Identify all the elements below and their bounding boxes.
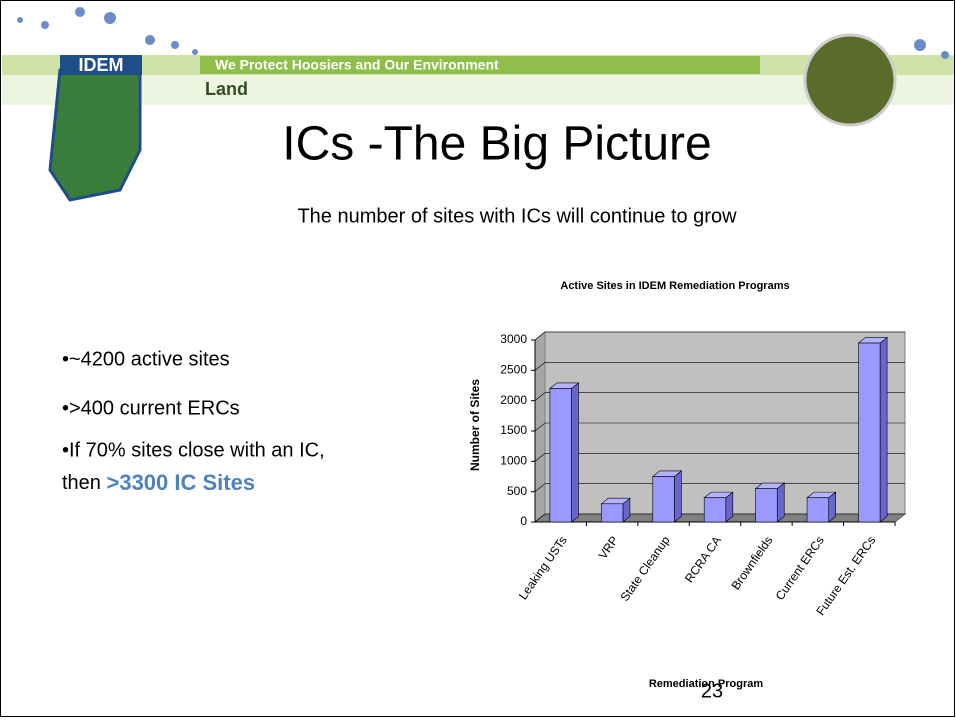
y-tick-label: 2000 xyxy=(500,393,527,407)
chart-title: Active Sites in IDEM Remediation Program… xyxy=(560,280,789,292)
bar xyxy=(652,476,675,523)
y-tick-label: 1000 xyxy=(500,454,527,468)
slide-title: ICs -The Big Picture xyxy=(282,118,711,171)
bullet: •>400 current ERCs xyxy=(62,397,240,419)
bar-side xyxy=(674,470,682,523)
bar xyxy=(755,488,778,523)
y-axis-label: Number of Sites xyxy=(468,379,482,471)
bar-side xyxy=(776,482,785,523)
bar xyxy=(858,342,881,523)
grid-line xyxy=(534,422,905,432)
x-axis-label: Remediation Program xyxy=(649,678,764,690)
y-tick-label: 0 xyxy=(520,514,527,528)
bullet: •If 70% sites close with an IC, xyxy=(62,439,325,461)
fern-photo xyxy=(803,33,897,127)
y-tick-label: 2500 xyxy=(500,363,527,377)
grid-line xyxy=(534,453,905,462)
y-tick-label: 500 xyxy=(507,484,527,498)
section: Land xyxy=(205,79,248,99)
grid-line xyxy=(534,513,905,523)
bar xyxy=(703,497,727,523)
bar-side xyxy=(571,382,579,523)
y-tick-label: 1500 xyxy=(500,423,527,437)
bar xyxy=(601,503,624,523)
bullet: •~4200 active sites xyxy=(62,348,230,370)
tagline: We Protect Hoosiers and Our Environment xyxy=(215,57,499,73)
logo-text: IDEM xyxy=(79,55,124,75)
page-number: 23 xyxy=(701,680,723,702)
y-tick-label: 3000 xyxy=(500,332,527,346)
banner-band xyxy=(200,56,760,74)
grid-line xyxy=(534,362,905,371)
banner-light xyxy=(2,75,954,105)
grid-line xyxy=(534,331,905,341)
grid-line xyxy=(534,483,905,492)
logo-box xyxy=(60,55,142,75)
subtitle: The number of sites with ICs will contin… xyxy=(297,205,737,227)
bar xyxy=(549,388,572,523)
bar-side xyxy=(879,336,888,523)
bar xyxy=(806,497,829,523)
bullet-text: then xyxy=(62,472,106,494)
bullet-tail: then >3300 IC Sites xyxy=(62,470,255,495)
grid-line xyxy=(534,392,905,401)
bullet-highlight: >3300 IC Sites xyxy=(106,470,255,495)
